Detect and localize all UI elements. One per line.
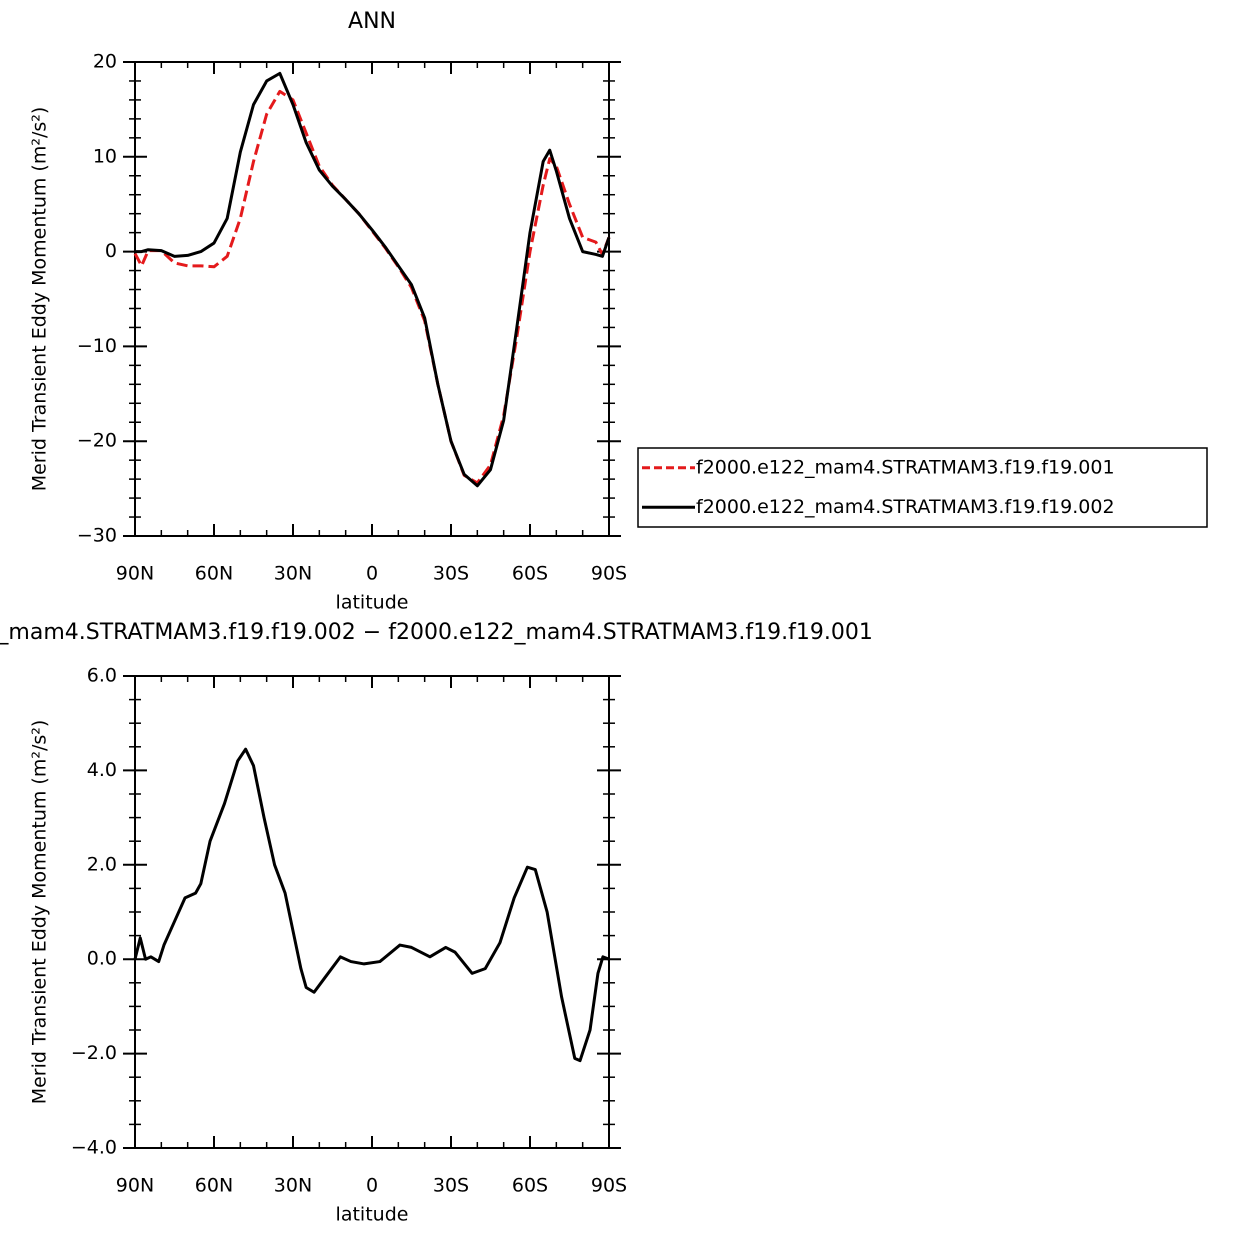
data-line [133, 89, 611, 485]
legend-label: f2000.e122_mam4.STRATMAM3.f19.f19.002 [696, 496, 1115, 518]
x-tick-label: 0 [366, 1175, 378, 1197]
chart-group: f2000.e122_mam4.STRATMAM3.f19.f19.002 − … [0, 620, 873, 1226]
y-tick-label: 2.0 [87, 853, 117, 875]
plot-frame [134, 61, 610, 537]
x-tick-label: 30N [274, 1175, 312, 1197]
y-tick-label: −30 [77, 525, 117, 547]
data-line [133, 747, 610, 1063]
x-tick-label: 60N [195, 563, 233, 585]
chart-title: ANN [348, 9, 396, 34]
x-tick-label: 90N [116, 1175, 154, 1197]
x-tick-label: 60S [512, 1175, 548, 1197]
x-tick-label: 30S [433, 1175, 469, 1197]
y-axis-label: Merid Transient Eddy Momentum (m²/s²) [29, 107, 51, 492]
x-tick-label: 30S [433, 563, 469, 585]
x-tick-label: 90S [591, 563, 627, 585]
y-axis-label: Merid Transient Eddy Momentum (m²/s²) [29, 720, 51, 1105]
x-tick-label: 60S [512, 563, 548, 585]
y-tick-label: −20 [77, 430, 117, 452]
x-tick-label: 90S [591, 1175, 627, 1197]
x-tick-label: 30N [274, 563, 312, 585]
chart-title: f2000.e122_mam4.STRATMAM3.f19.f19.002 − … [0, 620, 873, 645]
y-tick-label: −4.0 [71, 1137, 117, 1159]
x-axis-label: latitude [336, 592, 409, 614]
x-tick-label: 60N [195, 1175, 233, 1197]
legend-label: f2000.e122_mam4.STRATMAM3.f19.f19.001 [696, 456, 1115, 478]
y-tick-label: 0 [105, 240, 117, 262]
y-tick-label: 20 [93, 51, 117, 73]
y-tick-label: 4.0 [87, 759, 117, 781]
y-tick-label: −2.0 [71, 1042, 117, 1064]
y-tick-label: −10 [77, 335, 117, 357]
x-axis-label: latitude [336, 1204, 409, 1226]
legend-box [637, 447, 1208, 528]
y-tick-label: 0.0 [87, 948, 117, 970]
data-line [135, 71, 611, 488]
x-tick-label: 90N [116, 563, 154, 585]
plot-frame [134, 675, 610, 1149]
y-tick-label: 6.0 [87, 665, 117, 687]
chart-group: ANN −30 −20 −10 0 10 20 90N 60N 30N 0 30S 60S 90S lati… [29, 9, 628, 614]
x-tick-label: 0 [366, 563, 378, 585]
y-tick-label: 10 [93, 145, 117, 167]
